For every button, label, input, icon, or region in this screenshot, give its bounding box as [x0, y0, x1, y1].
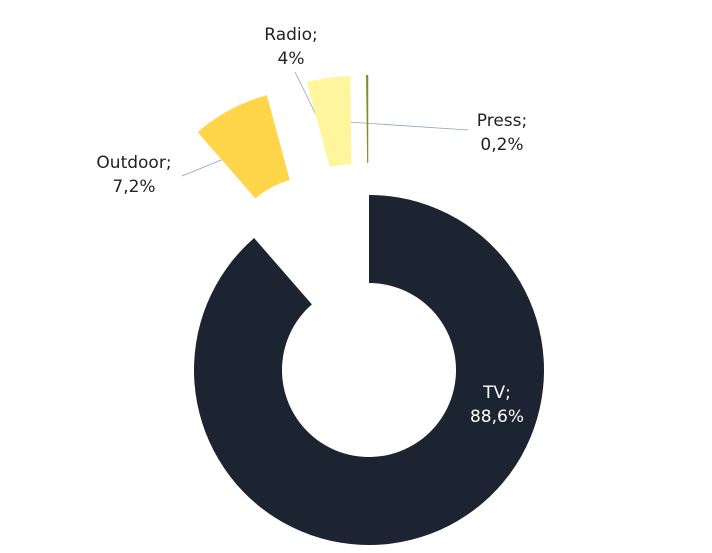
slice-value-label: 0,2%: [480, 135, 523, 155]
donut-slice: [366, 75, 369, 164]
slice-value-label: 4%: [278, 49, 305, 69]
slice-category-label: Press;: [477, 111, 527, 131]
slice-category-label: TV;: [482, 383, 511, 403]
donut-slice: [193, 195, 544, 545]
leader-line: [347, 121, 469, 131]
slice-value-label: 7,2%: [112, 177, 155, 197]
slice-category-label: Radio;: [264, 25, 318, 45]
slice-value-label: 88,6%: [470, 407, 524, 427]
donut-slice: [306, 76, 352, 168]
donut-slice: [197, 95, 290, 199]
slice-category-label: Outdoor;: [96, 153, 171, 173]
